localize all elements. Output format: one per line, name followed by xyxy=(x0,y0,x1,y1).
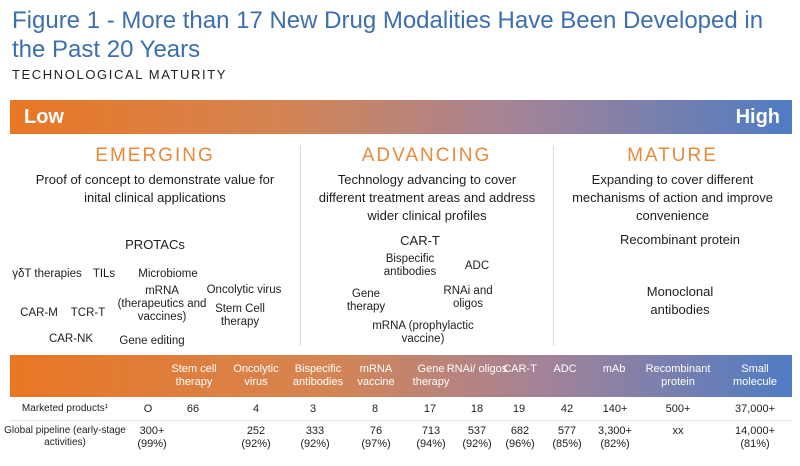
table-column-header: Oncolytic virus xyxy=(233,363,279,388)
table-cell: 500+ xyxy=(665,403,691,415)
figure-title: Figure 1 - More than 17 New Drug Modalit… xyxy=(12,7,764,63)
figure-subtitle: TECHNOLOGICAL MATURITY xyxy=(12,67,228,82)
advancing-description: Technology advancing to cover different … xyxy=(318,172,536,223)
modality-item: RNAi and oligos xyxy=(443,285,493,310)
maturity-gradient-band: Low High xyxy=(10,100,792,134)
modality-item: Stem Cell therapy xyxy=(215,303,265,328)
table-cell: 682 (96%) xyxy=(505,425,535,450)
table-column-header: mRNA vaccine xyxy=(357,363,395,388)
table-cell: 66 xyxy=(186,403,200,415)
table-column-header: CAR-T xyxy=(503,363,537,375)
modality-item: Gene therapy xyxy=(346,288,386,313)
modality-item: CAR-T xyxy=(400,233,440,248)
table-cell: 17 xyxy=(423,403,437,415)
table-column-header: mAb xyxy=(602,363,626,375)
table-row-divider xyxy=(10,420,792,421)
table-cell: 19 xyxy=(512,403,526,415)
table-cell: 8 xyxy=(371,403,379,415)
modality-item: Gene editing xyxy=(119,335,185,347)
table-cell: 76 (97%) xyxy=(361,425,391,450)
modality-item: Recombinant protein xyxy=(620,232,740,247)
table-cell: 18 xyxy=(470,403,484,415)
table-column-header: ADC xyxy=(553,363,577,375)
modality-item: Bispecific antibodies xyxy=(383,253,437,278)
mature-heading: MATURE xyxy=(627,145,718,166)
table-header-band xyxy=(10,355,792,397)
column-divider xyxy=(553,146,554,346)
modality-item: TILs xyxy=(92,268,116,280)
table-cell: 3 xyxy=(309,403,317,415)
modality-item: mRNA (prophylactic vaccine) xyxy=(372,320,474,345)
modality-item: Oncolytic virus xyxy=(206,284,282,296)
modality-item: Monoclonal antibodies xyxy=(646,284,714,317)
modality-item: CAR-NK xyxy=(48,333,94,345)
emerging-heading: EMERGING xyxy=(95,145,215,166)
modality-item: Microbiome xyxy=(138,268,198,280)
table-cell: 300+ (99%) xyxy=(137,425,167,450)
table-cell: O xyxy=(143,403,153,415)
modality-item: mRNA (therapeutics and vaccines) xyxy=(117,285,207,323)
advancing-heading: ADVANCING xyxy=(361,145,492,166)
table-column-header: Small molecule xyxy=(732,363,778,388)
table-column-header: Gene therapy xyxy=(412,363,450,388)
table-column-header: Recombinant protein xyxy=(645,363,711,388)
scale-high-label: High xyxy=(735,106,780,128)
table-cell: 14,000+ (81%) xyxy=(734,425,776,450)
table-cell: 140+ xyxy=(602,403,628,415)
modality-item: ADC xyxy=(464,260,490,272)
table-column-header: Stem cell therapy xyxy=(171,363,217,388)
table-cell: 4 xyxy=(252,403,260,415)
table-column-header: Bispecific antibodies xyxy=(292,363,344,388)
table-column-header: RNAi/ oligos xyxy=(446,363,508,375)
table-cell: 252 (92%) xyxy=(241,425,271,450)
table-cell: 42 xyxy=(560,403,574,415)
column-divider xyxy=(300,146,301,346)
table-cell: xx xyxy=(672,425,684,437)
table-cell: 713 (94%) xyxy=(416,425,446,450)
table-cell: 577 (85%) xyxy=(552,425,582,450)
modality-item: PROTACs xyxy=(125,237,185,252)
emerging-description: Proof of concept to demonstrate value fo… xyxy=(35,172,275,205)
table-cell: 333 (92%) xyxy=(300,425,330,450)
scale-low-label: Low xyxy=(24,106,64,128)
modality-item: γδT therapies xyxy=(12,268,82,280)
modality-item: TCR-T xyxy=(70,307,106,319)
mature-description: Expanding to cover different mechanisms … xyxy=(572,172,773,223)
modality-item: CAR-M xyxy=(20,307,58,319)
table-cell: 3,300+ (82%) xyxy=(598,425,632,450)
table-row-label: Marketed products¹ xyxy=(21,403,109,414)
table-cell: 37,000+ xyxy=(734,403,776,415)
table-cell: 537 (92%) xyxy=(462,425,492,450)
table-row-label: Global pipeline (early-stage activities) xyxy=(4,425,126,448)
